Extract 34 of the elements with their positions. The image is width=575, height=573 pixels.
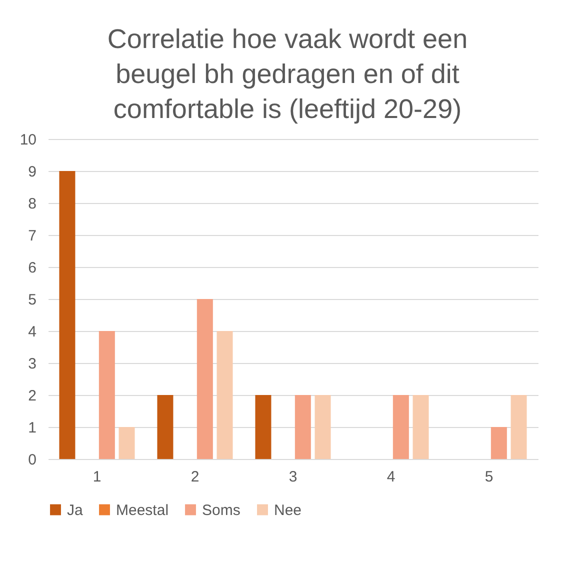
y-tick-label: 1 (28, 420, 36, 437)
legend-label: Meestal (116, 502, 169, 520)
y-tick-label: 7 (28, 228, 36, 245)
legend-label: Nee (274, 502, 302, 520)
bar (412, 395, 429, 460)
x-tick-label: 1 (92, 468, 102, 486)
y-tick-label: 3 (28, 356, 36, 373)
x-tick-label: 4 (386, 468, 396, 486)
bar (196, 299, 213, 460)
bar (216, 331, 233, 460)
x-tick-label: 5 (484, 468, 494, 486)
bar (255, 395, 272, 460)
bar (510, 395, 527, 460)
bar (490, 427, 507, 460)
chart-title: Correlatie hoe vaak wordt een beugel bh gedragen en of dit comfortable is (leeftijd 20-29) (106, 23, 469, 126)
bar (392, 395, 409, 460)
x-tick-label: 3 (288, 468, 298, 486)
y-tick-label: 9 (28, 164, 36, 181)
legend-label: Soms (202, 502, 240, 520)
y-tick-label: 10 (20, 132, 36, 149)
bar (59, 171, 76, 460)
y-tick-label: 0 (28, 452, 36, 469)
x-tick-label: 2 (190, 468, 200, 486)
y-tick-label: 4 (28, 324, 36, 341)
bar (294, 395, 311, 460)
bar (157, 395, 174, 460)
y-tick-label: 2 (28, 388, 36, 405)
y-tick-label: 8 (28, 196, 36, 213)
bar (118, 427, 135, 460)
y-tick-label: 5 (28, 292, 36, 309)
legend-label: Ja (67, 502, 84, 520)
bar (98, 331, 115, 460)
y-tick-label: 6 (28, 260, 36, 277)
bar (314, 395, 331, 460)
